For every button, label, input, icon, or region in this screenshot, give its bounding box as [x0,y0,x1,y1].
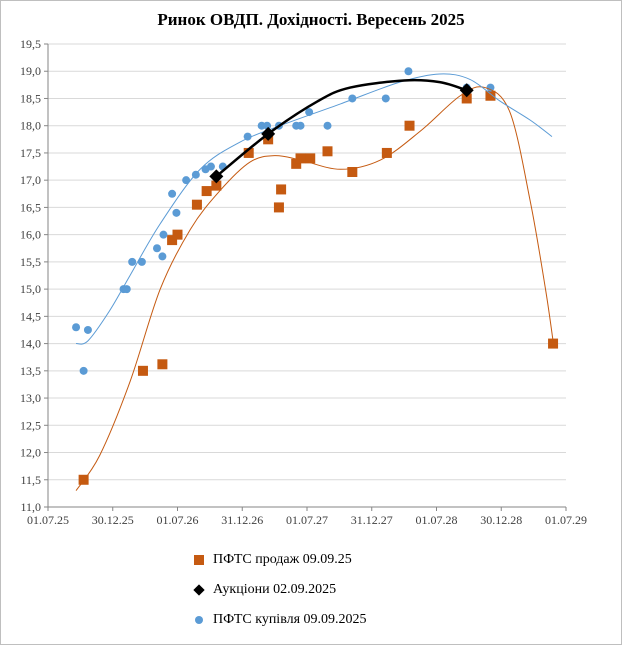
y-tick-label: 17,5 [20,146,41,160]
point-sell [381,147,392,158]
point-sell [347,167,358,178]
point-buy [152,244,161,253]
y-tick-label: 19,5 [20,37,41,51]
x-tick-label: 01.07.25 [27,513,69,527]
y-tick-label: 15,0 [20,282,41,296]
point-sell [276,184,287,195]
legend-label: ПФТС продаж 09.09.25 [213,552,352,567]
trendline-buy [75,73,553,345]
point-buy [243,132,252,141]
y-tick-label: 16,0 [20,228,41,242]
point-sell [322,146,333,157]
point-sell [157,359,168,370]
point-buy [381,94,390,103]
trendline-sell [75,86,554,491]
point-sell [485,90,496,101]
legend-label: Аукціони 02.09.2025 [213,582,337,597]
square-marker-icon [190,555,208,565]
y-tick-label: 13,5 [20,364,41,378]
point-buy [296,121,305,130]
point-sell [461,93,472,104]
point-buy [159,230,168,239]
point-buy [158,252,167,261]
x-tick-label: 01.07.28 [416,513,458,527]
point-buy [128,257,137,266]
point-buy [122,285,131,294]
legend-item-auction: Аукціони 02.09.2025 [190,582,336,598]
point-buy [79,366,88,375]
legend-label: ПФТС купівля 09.09.2025 [213,612,367,627]
chart-title: Ринок ОВДП. Дохідності. Вересень 2025 [157,10,465,29]
x-tick-label: 31.12.27 [351,513,393,527]
y-tick-label: 19,0 [20,64,41,78]
y-tick-label: 14,0 [20,337,41,351]
point-sell [78,474,89,485]
y-tick-label: 18,5 [20,91,41,105]
y-tick-label: 15,5 [20,255,41,269]
point-sell [243,147,254,158]
trendline-auction [215,78,468,178]
point-auction [459,83,474,98]
point-sell [548,338,559,349]
legend-item-sell: ПФТС продаж 09.09.25 [190,552,352,568]
point-buy [486,83,495,92]
point-sell [172,229,183,240]
point-sell [273,202,284,213]
y-tick-label: 12,5 [20,418,41,432]
y-tick-label: 17,0 [20,173,41,187]
point-sell [305,153,316,164]
point-auction [209,169,224,184]
circle-marker-icon [190,616,208,624]
point-auction [261,126,276,141]
point-buy [137,257,146,266]
x-tick-label: 01.07.27 [286,513,328,527]
point-buy [182,176,191,185]
point-buy [404,67,413,76]
y-tick-label: 18,0 [20,119,41,133]
point-buy [172,208,181,217]
y-tick-label: 11,0 [20,500,41,514]
x-tick-label: 30.12.28 [480,513,522,527]
point-buy [83,325,92,334]
y-tick-label: 16,5 [20,200,41,214]
point-sell [137,365,148,376]
y-tick-label: 14,5 [20,309,41,323]
point-sell [404,120,415,131]
x-tick-label: 31.12.26 [221,513,263,527]
y-tick-label: 12,0 [20,446,41,460]
point-buy [168,189,177,198]
point-sell [167,235,178,246]
point-sell [201,186,212,197]
point-sell [211,180,222,191]
point-buy [323,121,332,130]
point-buy [263,121,272,130]
x-tick-label: 01.07.29 [545,513,587,527]
point-sell [191,199,202,210]
point-buy [206,162,215,171]
y-tick-label: 13,0 [20,391,41,405]
point-sell [291,158,302,169]
legend-item-buy: ПФТС купівля 09.09.2025 [190,612,367,628]
y-tick-label: 11,5 [20,473,41,487]
point-sell [295,153,306,164]
point-buy [72,323,81,332]
x-tick-label: 30.12.25 [92,513,134,527]
diamond-marker-icon [190,584,208,596]
x-tick-label: 01.07.26 [157,513,199,527]
